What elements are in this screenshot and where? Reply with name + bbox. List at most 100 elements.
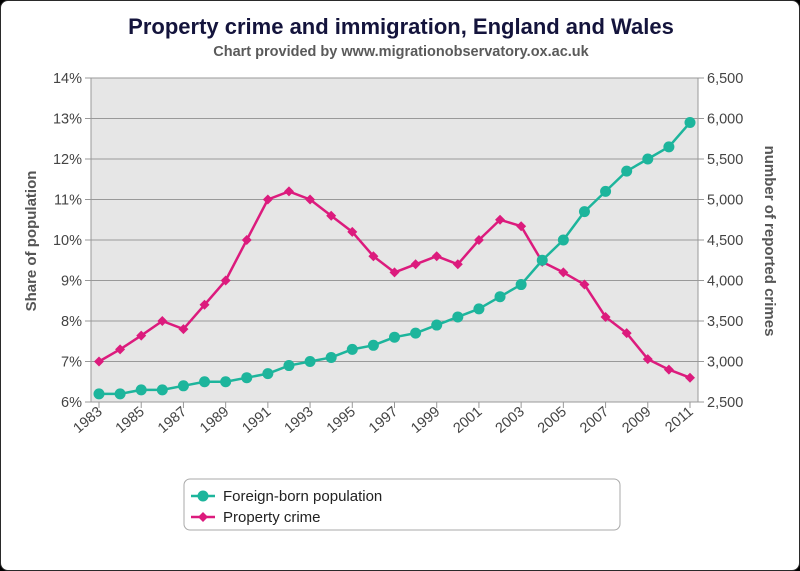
- y-right-tick-label: 4,500: [707, 233, 743, 249]
- data-point-foreign-born-population: [346, 343, 358, 355]
- data-point-property-crime: [368, 251, 379, 262]
- x-tick-label: 2005: [535, 404, 570, 437]
- series-layer: [93, 117, 696, 400]
- data-point-property-crime: [94, 356, 104, 367]
- y-left-tick-label: 7%: [61, 355, 82, 371]
- y-right-tick-label: 4,000: [707, 274, 743, 290]
- data-point-foreign-born-population: [473, 303, 485, 315]
- y-right-tick-label: 5,500: [707, 152, 743, 168]
- data-point-foreign-born-population: [389, 331, 400, 343]
- data-point-property-crime: [642, 354, 653, 365]
- y-left-tick-label: 12%: [53, 152, 82, 168]
- data-point-foreign-born-population: [367, 339, 379, 351]
- data-point-property-crime: [600, 311, 611, 322]
- data-point-foreign-born-population: [578, 206, 590, 218]
- y-left-tick-label: 8%: [61, 314, 82, 330]
- data-point-foreign-born-population: [304, 356, 316, 367]
- data-point-property-crime: [558, 267, 569, 278]
- data-point-property-crime: [347, 226, 358, 237]
- data-point-property-crime: [410, 259, 421, 270]
- x-tick-label: 2009: [619, 404, 654, 437]
- data-point-property-crime: [220, 275, 231, 286]
- data-point-foreign-born-population: [241, 372, 253, 384]
- data-point-property-crime: [473, 235, 484, 245]
- data-point-foreign-born-population: [452, 311, 464, 323]
- legend: Foreign-born population Property crime: [183, 478, 621, 531]
- x-tick-label: 1989: [197, 404, 232, 437]
- x-tick-label: 2001: [450, 404, 485, 437]
- data-point-foreign-born-population: [663, 141, 675, 153]
- legend-label-property-crime: Property crime: [223, 509, 321, 526]
- y-left-tick-label: 6%: [61, 395, 82, 411]
- x-axis-ticks: 1983 1985 1987 1989 1991 1993 1995 1997 1999 2001…: [71, 402, 697, 437]
- right-axis-ticks: 2,500 3,000 3,500 4,000 4,500 5,000 5,500 6,000…: [707, 71, 743, 411]
- data-point-property-crime: [579, 279, 590, 290]
- data-point-foreign-born-population: [220, 376, 232, 388]
- data-point-foreign-born-population: [431, 319, 443, 331]
- data-point-property-crime: [262, 194, 273, 205]
- y-right-tick-label: 6,000: [707, 112, 743, 128]
- x-tick-label: 2007: [577, 404, 612, 437]
- data-point-foreign-born-population: [283, 360, 295, 372]
- data-point-property-crime: [136, 330, 147, 341]
- data-point-foreign-born-population: [410, 327, 422, 339]
- data-point-property-crime: [452, 259, 463, 270]
- data-point-property-crime: [516, 221, 527, 232]
- y-right-tick-label: 6,500: [707, 71, 743, 87]
- data-point-foreign-born-population: [557, 234, 569, 246]
- data-point-property-crime: [621, 328, 632, 339]
- data-point-property-crime: [431, 251, 442, 262]
- data-point-property-crime: [305, 194, 316, 205]
- left-axis-ticks: 6% 7% 8% 9% 10% 11% 12% 13% 14%: [53, 71, 82, 411]
- y-right-axis-label: number of reported crimes: [761, 146, 778, 337]
- data-point-property-crime: [283, 186, 294, 197]
- legend-box: [183, 478, 621, 531]
- x-tick-label: 1987: [155, 404, 190, 437]
- data-point-foreign-born-population: [494, 291, 506, 303]
- legend-marker-property-crime: [198, 512, 208, 522]
- x-tick-label: 1993: [282, 404, 317, 437]
- data-point-foreign-born-population: [325, 351, 337, 363]
- data-point-property-crime: [157, 316, 168, 326]
- y-left-tick-label: 14%: [53, 71, 82, 87]
- y-right-tick-label: 5,000: [707, 193, 743, 209]
- data-point-property-crime: [115, 344, 126, 355]
- x-tick-label: 1985: [113, 404, 148, 437]
- data-point-property-crime: [241, 235, 252, 245]
- plot-area: [85, 77, 704, 403]
- data-point-property-crime: [663, 364, 674, 375]
- x-tick-label: 1991: [239, 404, 274, 437]
- data-point-foreign-born-population: [515, 279, 527, 291]
- y-right-tick-label: 3,000: [707, 355, 743, 371]
- series-foreign-born-population: [93, 117, 696, 400]
- data-point-foreign-born-population: [684, 117, 696, 129]
- data-point-foreign-born-population: [199, 376, 211, 388]
- data-point-foreign-born-population: [156, 384, 168, 396]
- data-point-foreign-born-population: [600, 185, 612, 197]
- data-point-property-crime: [178, 324, 189, 335]
- data-point-property-crime: [326, 210, 337, 221]
- legend-label-foreign-born-population: Foreign-born population: [223, 488, 382, 505]
- x-tick-label: 1995: [324, 404, 359, 437]
- series-property-crime: [94, 186, 695, 383]
- data-point-property-crime: [389, 267, 400, 278]
- y-left-tick-label: 10%: [53, 233, 82, 249]
- data-point-foreign-born-population: [114, 388, 126, 400]
- data-point-property-crime: [495, 214, 506, 225]
- data-point-foreign-born-population: [621, 165, 633, 177]
- y-left-tick-label: 13%: [53, 112, 82, 128]
- data-point-foreign-born-population: [262, 368, 274, 380]
- legend-marker-foreign-born-population: [197, 490, 209, 502]
- x-tick-label: 2003: [493, 404, 528, 437]
- y-left-tick-label: 9%: [61, 274, 82, 290]
- data-point-foreign-born-population: [536, 254, 548, 266]
- data-point-foreign-born-population: [93, 388, 105, 400]
- y-left-axis-label: Share of population: [23, 171, 40, 312]
- legend-items: Foreign-born population Property crime: [191, 488, 382, 526]
- x-tick-label: 1999: [408, 404, 443, 437]
- chart-subtitle: Chart provided by www.migrationobservato…: [213, 44, 589, 60]
- y-right-tick-label: 2,500: [707, 395, 743, 411]
- y-right-tick-label: 3,500: [707, 314, 743, 330]
